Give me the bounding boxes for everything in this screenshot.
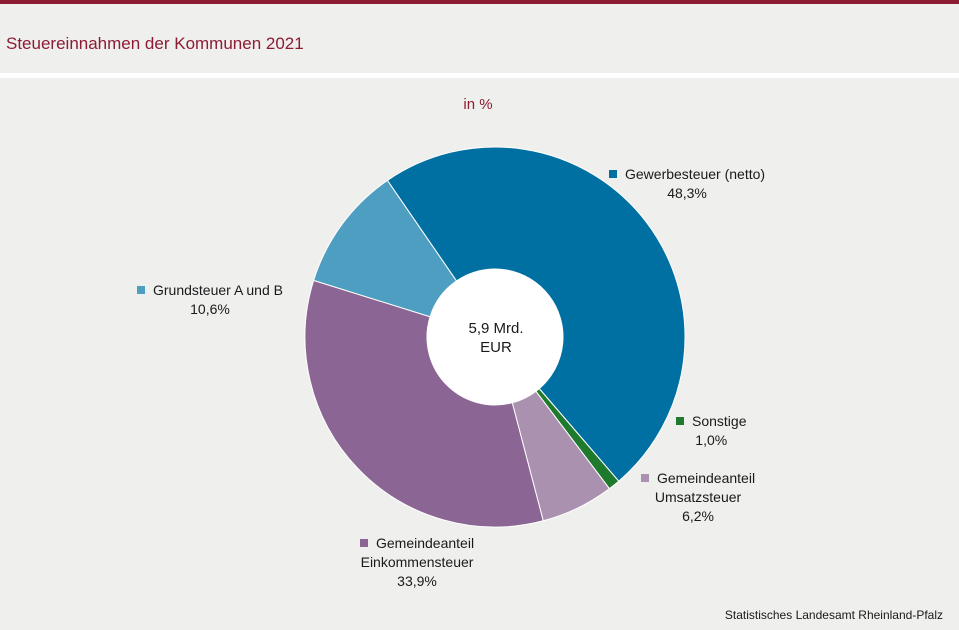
legend-name-grundsteuer: Grundsteuer A und B xyxy=(153,282,283,298)
legend-swatch-einkommensteuer xyxy=(360,539,368,547)
legend-value-einkommensteuer: 33,9% xyxy=(397,573,437,589)
donut-hole xyxy=(427,269,563,405)
top-accent-bar xyxy=(0,0,959,4)
legend-value-grundsteuer: 10,6% xyxy=(190,301,230,317)
legend-grundsteuer: Grundsteuer A und B 10,6% xyxy=(137,281,283,319)
source-note: Statistisches Landesamt Rheinland-Pfalz xyxy=(724,608,943,622)
legend-sonstige: Sonstige 1,0% xyxy=(676,412,746,450)
legend-swatch-umsatzsteuer xyxy=(641,474,649,482)
legend-einkommensteuer: Gemeindeanteil Einkommensteuer 33,9% xyxy=(360,534,474,591)
chart-subtitle: in % xyxy=(463,96,493,113)
legend-name-einkommensteuer-2: Einkommensteuer xyxy=(360,554,474,570)
chart-title: Steuereinnahmen der Kommunen 2021 xyxy=(6,34,304,53)
legend-name-umsatzsteuer-1: Gemeindeanteil xyxy=(657,470,756,486)
legend-name-sonstige: Sonstige xyxy=(692,413,747,429)
center-total-label: 5,9 Mrd. EUR xyxy=(446,319,546,357)
legend-name-umsatzsteuer-2: Umsatzsteuer xyxy=(654,489,742,505)
legend-umsatzsteuer: Gemeindeanteil Umsatzsteuer 6,2% xyxy=(641,469,755,526)
legend-name-einkommensteuer-1: Gemeindeanteil xyxy=(376,535,475,551)
legend-value-sonstige: 1,0% xyxy=(695,432,728,448)
legend-gewerbesteuer: Gewerbesteuer (netto) 48,3% xyxy=(609,165,765,203)
legend-swatch-gewerbesteuer xyxy=(609,170,617,178)
legend-name-gewerbesteuer: Gewerbesteuer (netto) xyxy=(625,166,766,182)
center-total-value: 5,9 Mrd. xyxy=(468,320,524,337)
legend-value-gewerbesteuer: 48,3% xyxy=(667,185,707,201)
header-divider xyxy=(0,73,959,78)
legend-value-umsatzsteuer: 6,2% xyxy=(682,508,714,524)
center-total-unit: EUR xyxy=(480,339,512,356)
legend-swatch-sonstige xyxy=(676,417,684,425)
legend-swatch-grundsteuer xyxy=(137,286,145,294)
